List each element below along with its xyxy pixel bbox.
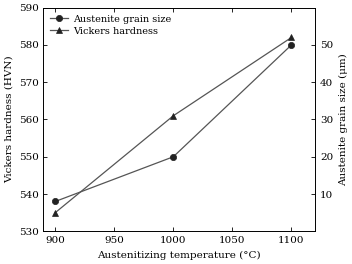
Vickers hardness: [171, 114, 175, 117]
Vickers hardness: [53, 211, 57, 214]
Austenite grain size: [289, 43, 294, 46]
Y-axis label: Austenite grain size (μm): Austenite grain size (μm): [339, 53, 348, 186]
X-axis label: Austenitizing temperature (°C): Austenitizing temperature (°C): [98, 251, 261, 260]
Line: Vickers hardness: Vickers hardness: [52, 34, 295, 216]
Legend: Austenite grain size, Vickers hardness: Austenite grain size, Vickers hardness: [48, 12, 173, 38]
Austenite grain size: [171, 155, 175, 158]
Line: Austenite grain size: Austenite grain size: [52, 42, 295, 205]
Y-axis label: Vickers hardness (HVN): Vickers hardness (HVN): [4, 56, 13, 183]
Vickers hardness: [289, 36, 294, 39]
Austenite grain size: [53, 200, 57, 203]
